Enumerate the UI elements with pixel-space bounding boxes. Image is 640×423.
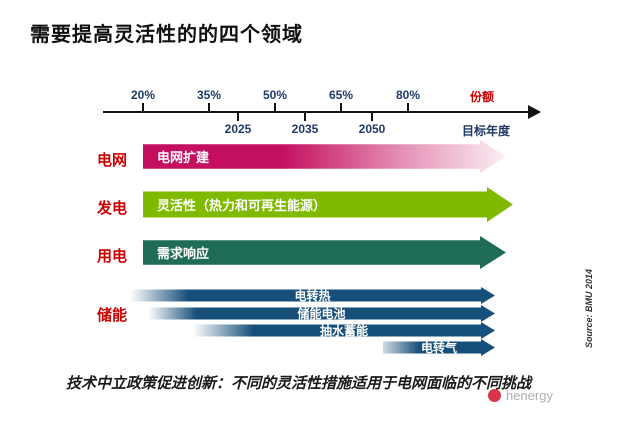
generation-flexibility-arrow: 灵活性（热力和可再生能源） bbox=[143, 187, 513, 222]
share-tick-label: 20% bbox=[130, 88, 156, 102]
row-label-demand: 用电 bbox=[97, 248, 128, 265]
axis-tick bbox=[237, 112, 239, 121]
grid-expansion-arrow: 电网扩建 bbox=[143, 140, 506, 173]
page-title: 需要提高灵活性的的四个领域 bbox=[30, 24, 303, 46]
watermark: henergy bbox=[488, 388, 553, 403]
year-tick-label: 2035 bbox=[291, 122, 319, 136]
demand-arrow-label: 需求响应 bbox=[157, 246, 210, 261]
share-tick-label: 50% bbox=[262, 88, 288, 102]
storage-arrow-label: 储能电池 bbox=[297, 307, 346, 321]
grid-arrow-label: 电网扩建 bbox=[157, 150, 210, 165]
timeline-axis bbox=[103, 111, 529, 113]
storage-arrow-label: 电转热 bbox=[294, 289, 331, 303]
axis-tick bbox=[407, 103, 409, 112]
watermark-text: henergy bbox=[506, 388, 553, 403]
storage-arrow-label: 电转气 bbox=[420, 341, 457, 355]
year-axis-label: 目标年度 bbox=[462, 124, 511, 138]
generation-arrow-label: 灵活性（热力和可再生能源） bbox=[157, 198, 327, 213]
row-label-storage: 储能 bbox=[97, 307, 128, 324]
row-label-generation: 发电 bbox=[97, 200, 128, 217]
source-credit: Source: BMU 2014 bbox=[584, 268, 594, 348]
footer-statement: 技术中立政策促进创新：不同的灵活性措施适用于电网面临的不同挑战 bbox=[66, 375, 532, 392]
year-tick-label: 2025 bbox=[224, 122, 252, 136]
storage-arrow-label: 抽水蓄能 bbox=[319, 324, 368, 338]
axis-tick bbox=[371, 112, 373, 121]
demand-response-arrow: 需求响应 bbox=[143, 236, 506, 269]
axis-tick bbox=[274, 103, 276, 112]
axis-tick bbox=[208, 103, 210, 112]
share-tick-label: 65% bbox=[328, 88, 354, 102]
row-label-grid: 电网 bbox=[97, 152, 128, 169]
axis-tick bbox=[304, 112, 306, 121]
year-tick-label: 2050 bbox=[358, 122, 386, 136]
share-tick-label: 80% bbox=[395, 88, 421, 102]
timeline-arrowhead-icon bbox=[528, 105, 541, 119]
storage-arrow-power-to-heat: 电转热 bbox=[130, 287, 495, 304]
watermark-logo-icon bbox=[488, 389, 501, 402]
storage-arrow-pumped-hydro: 抽水蓄能 bbox=[193, 322, 495, 339]
axis-tick bbox=[142, 103, 144, 112]
storage-arrow-power-to-gas: 电转气 bbox=[383, 339, 495, 356]
share-tick-label: 35% bbox=[196, 88, 222, 102]
axis-tick bbox=[340, 103, 342, 112]
share-axis-label: 份额 bbox=[470, 90, 495, 104]
storage-arrow-battery: 储能电池 bbox=[148, 305, 495, 322]
